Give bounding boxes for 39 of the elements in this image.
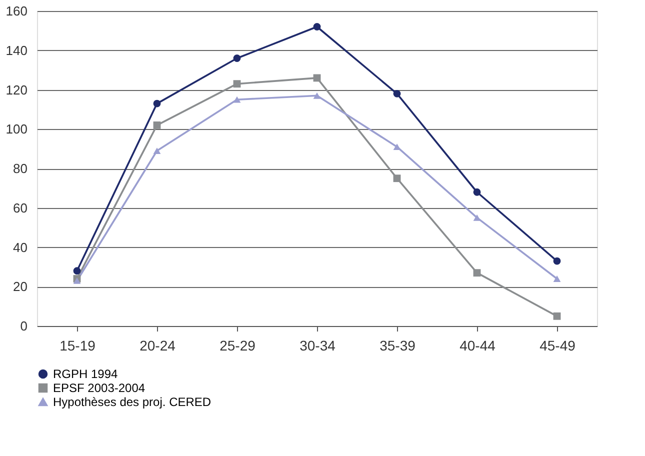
point (233, 54, 241, 62)
x-tick-label: 15-19 (60, 338, 96, 354)
point (153, 148, 161, 154)
y-tick-label: 160 (6, 4, 28, 18)
y-tick-label: 120 (6, 82, 28, 98)
y-tick-label: 20 (13, 279, 28, 294)
point (153, 121, 161, 129)
point (553, 276, 561, 282)
point (233, 96, 241, 103)
point (73, 267, 81, 275)
point (233, 80, 241, 88)
point (473, 269, 481, 277)
point (393, 174, 401, 182)
point (73, 278, 81, 284)
legend-label: RGPH 1994 (53, 367, 118, 381)
y-tick-label: 140 (6, 42, 28, 58)
x-tick-label: 45-49 (540, 338, 576, 354)
x-tick-label: 40-44 (460, 338, 496, 354)
y-tick-label: 80 (13, 161, 28, 176)
y-tick-label: 100 (6, 122, 28, 137)
point (553, 312, 561, 320)
point (313, 74, 321, 82)
point (473, 188, 481, 196)
point (153, 100, 161, 108)
x-tick-label: 20-24 (140, 338, 176, 354)
y-tick-label: 40 (13, 240, 28, 255)
point (313, 92, 321, 99)
point (393, 90, 401, 98)
x-tick-label: 25-29 (220, 338, 256, 354)
y-tick-label: 0 (20, 318, 28, 334)
legend-label: Hypothèses des proj. CERED (53, 395, 212, 409)
point (393, 144, 401, 150)
point (473, 214, 481, 221)
x-tick-label: 30-34 (300, 338, 336, 354)
x-tick-label: 35-39 (380, 338, 416, 354)
point (553, 257, 561, 265)
point (313, 23, 321, 30)
legend-label: EPSF 2003-2004 (53, 381, 146, 395)
y-tick-label: 60 (13, 200, 28, 216)
